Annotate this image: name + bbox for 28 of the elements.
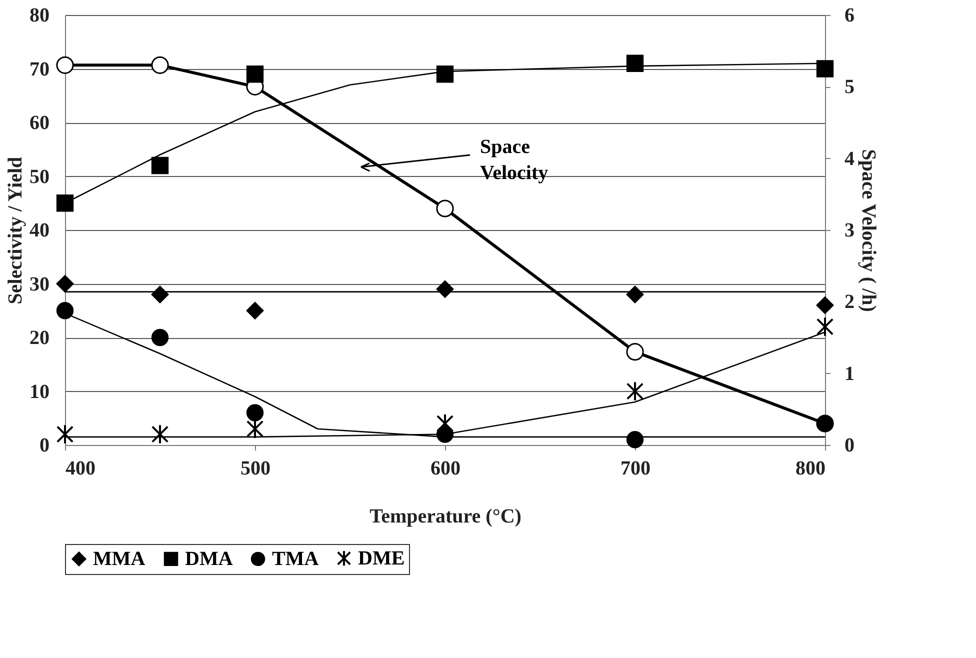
y-axis-title: Selectivity / Yield: [4, 156, 26, 304]
y-tick-label: 50: [30, 166, 50, 188]
y2-tick-label: 1: [844, 362, 854, 385]
x-tick-label: 800: [796, 458, 826, 480]
x-tick-label: 500: [240, 458, 270, 480]
y-tick-label: 20: [30, 327, 50, 349]
legend-label: MMA: [93, 548, 146, 570]
y2-tick-label: 3: [844, 220, 854, 242]
y-tick-label: 60: [30, 112, 50, 134]
y-tick-label: 80: [30, 4, 50, 26]
y-tick-label: 0: [40, 434, 50, 456]
y2-tick-label: 5: [844, 76, 854, 98]
x-tick-label: 700: [620, 458, 650, 480]
y-tick-label: 30: [30, 273, 50, 296]
y-tick-label: 40: [30, 220, 50, 242]
y-tick-label: 10: [30, 380, 50, 403]
x-tick-label: 400: [66, 458, 96, 480]
x-axis-title: Temperature (°C): [370, 506, 522, 528]
y2-tick-label: 2: [844, 291, 854, 314]
y-tick-label: 70: [30, 58, 50, 80]
x-tick-label: 600: [430, 458, 460, 480]
legend-label: DMA: [185, 548, 234, 570]
legend-label: DME: [358, 547, 405, 570]
y2-axis-title: Space Velocity ( /h): [858, 149, 880, 312]
legend-label: TMA: [272, 548, 320, 570]
y2-tick-label: 4: [844, 148, 854, 170]
y2-tick-label: 6: [844, 4, 854, 26]
y2-tick-label: 0: [844, 434, 854, 456]
